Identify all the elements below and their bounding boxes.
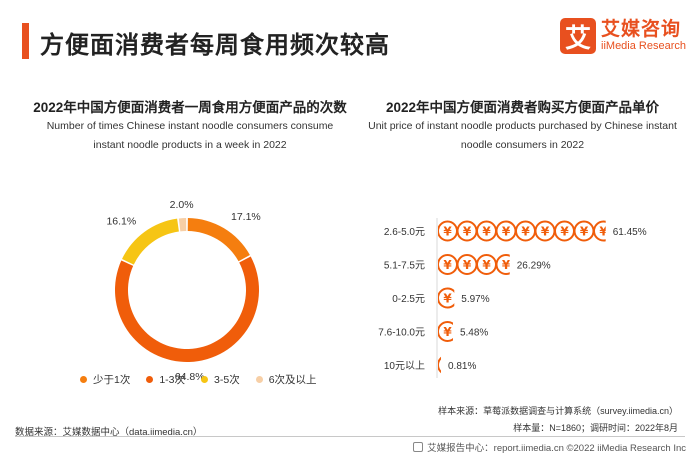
brand-text: 艾媒咨询 iiMedia Research — [601, 18, 686, 53]
legend-label-1: 少于1次 — [93, 374, 131, 386]
donut-label-3: 16.1% — [106, 216, 136, 228]
yuan-coin-icon — [438, 287, 455, 309]
bar-category-label-4: 7.6-10.0元 — [378, 328, 425, 339]
bar-value-label-5: 0.81% — [448, 361, 476, 372]
donut-label-4: 2.0% — [170, 199, 194, 211]
legend-swatch-1 — [80, 376, 87, 383]
donut-slice-4 — [178, 218, 187, 232]
brand-logo: 艾 艾媒咨询 iiMedia Research — [560, 18, 686, 54]
legend-label-3: 3-5次 — [214, 374, 240, 386]
brand-name-en: iiMedia Research — [601, 39, 686, 52]
coin-bar-coins-1: ¥ ¥ ¥ ¥ ¥ ¥ ¥ ¥ ¥ — [438, 220, 608, 242]
yuan-coin-icon — [593, 220, 606, 242]
yuan-coin-icon — [438, 356, 441, 374]
yuan-coin-symbol: ¥ — [443, 258, 452, 272]
report-center-text: 艾媒报告中心：report.iimedia.cn ©2022 iiMedia R… — [427, 443, 686, 454]
legend-item-4: 6次及以上 — [255, 372, 317, 387]
yuan-coin-symbol: ¥ — [502, 225, 511, 239]
legend-item-3: 3-5次 — [201, 372, 240, 387]
legend-label-4: 6次及以上 — [268, 374, 317, 386]
coin-bar-5: ¥ — [438, 356, 441, 374]
bar-category-label-5: 10元以上 — [384, 360, 425, 372]
sample-size: 样本量：N=1860；调研时间：2022年8月 — [513, 423, 678, 433]
coin-bar-4: ¥ — [438, 321, 453, 342]
legend-swatch-3 — [201, 376, 209, 383]
yuan-coin-symbol: ¥ — [502, 258, 511, 272]
footer-divider — [15, 436, 685, 437]
report-center-footer: 艾媒报告中心：report.iimedia.cn ©2022 iiMedia R… — [413, 440, 686, 454]
yuan-coin-symbol: ¥ — [521, 225, 530, 239]
yuan-coin-icon — [438, 321, 453, 342]
right-chart-subtitle: Unit price of instant noodle products pu… — [368, 120, 677, 151]
bar-category-label-1: 2.6-5.0元 — [384, 227, 425, 238]
brand-name-cn: 艾媒咨询 — [601, 18, 682, 40]
coin-bar-1: ¥ ¥ ¥ ¥ ¥ ¥ ¥ ¥ ¥ — [438, 220, 608, 242]
brand-mark-icon: 艾 — [560, 18, 597, 54]
legend-swatch-4 — [255, 376, 263, 383]
donut-label-1: 17.1% — [231, 211, 261, 223]
bar-category-label-3: 0-2.5元 — [392, 294, 425, 305]
coin-bar-coins-5: ¥ — [438, 356, 441, 374]
title-accent-bar — [22, 23, 29, 59]
data-source: 数据来源：艾媒数据中心（data.iimedia.cn） — [15, 427, 203, 438]
bar-value-label-2: 26.29% — [517, 261, 551, 272]
yuan-coin-symbol: ¥ — [599, 225, 608, 239]
yuan-coin-symbol: ¥ — [463, 225, 472, 239]
coin-bar-coins-2: ¥ ¥ ¥ ¥ — [438, 254, 511, 275]
bar-value-label-1: 61.45% — [613, 227, 647, 238]
coin-bar-2: ¥ ¥ ¥ ¥ — [438, 254, 511, 275]
sample-source: 样本来源：草莓派数据调查与计算系统（survey.iimedia.cn） — [438, 406, 678, 416]
donut-slice-3 — [122, 218, 179, 265]
legend-item-2: 1-3次 — [146, 372, 185, 387]
legend-label-2: 1-3次 — [159, 374, 186, 386]
yuan-coin-symbol: ¥ — [560, 225, 569, 239]
yuan-coin-symbol: ¥ — [443, 225, 452, 239]
coin-bar-coins-4: ¥ — [438, 321, 453, 342]
donut-legend: 少于1次 1-3次 3-5次 6次及以上 — [80, 372, 333, 387]
report-icon — [413, 442, 424, 452]
donut-label-2: 64.8% — [175, 371, 205, 383]
yuan-coin-symbol: ¥ — [443, 325, 452, 339]
right-chart-title: 2022年中国方便面消费者购买方便面产品单价 — [385, 100, 660, 115]
donut-slice-1 — [187, 218, 250, 262]
left-chart-title: 2022年中国方便面消费者一周食用方便面产品的次数 — [33, 100, 347, 115]
yuan-coin-symbol: ¥ — [443, 292, 452, 306]
legend-swatch-2 — [146, 376, 154, 383]
bar-value-label-3: 5.97% — [461, 294, 489, 305]
bar-category-label-2: 5.1-7.5元 — [384, 261, 425, 272]
page-title: 方便面消费者每周食用频次较高 — [40, 32, 390, 59]
coin-bar-3: ¥ — [438, 287, 455, 309]
yuan-coin-symbol: ¥ — [580, 225, 589, 239]
yuan-coin-symbol: ¥ — [482, 258, 491, 272]
yuan-coin-symbol: ¥ — [541, 225, 550, 239]
yuan-coin-symbol: ¥ — [463, 258, 472, 272]
coin-bar-coins-3: ¥ — [438, 287, 455, 309]
yuan-coin-icon — [495, 254, 510, 275]
bar-value-label-4: 5.48% — [460, 328, 488, 339]
donut-slice-2 — [114, 256, 259, 362]
legend-item-1: 少于1次 — [80, 372, 130, 387]
yuan-coin-symbol: ¥ — [482, 225, 491, 239]
left-chart-subtitle: Number of times Chinese instant noodle c… — [46, 120, 334, 151]
